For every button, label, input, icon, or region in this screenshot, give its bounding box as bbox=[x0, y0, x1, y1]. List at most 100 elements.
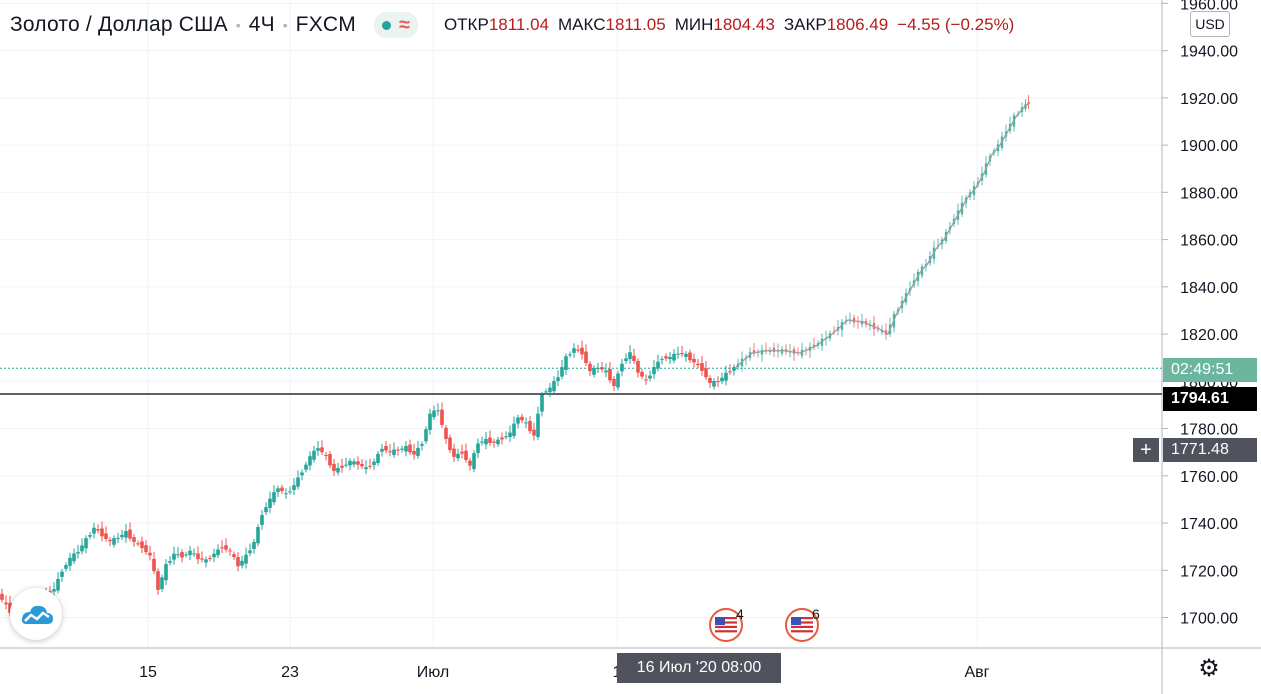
candle-body-down bbox=[228, 550, 232, 552]
candle-body-down bbox=[332, 463, 336, 472]
tradingview-logo[interactable] bbox=[10, 588, 62, 640]
candle-body-down bbox=[852, 317, 856, 323]
cloud-logo-icon bbox=[22, 605, 53, 624]
y-tick-label: 1740.00 bbox=[1180, 516, 1238, 533]
candle-body-down bbox=[772, 347, 776, 353]
candle-body-down bbox=[108, 539, 112, 542]
candle-body-up bbox=[160, 577, 164, 590]
candle-body-down bbox=[752, 350, 756, 354]
candle-body-up bbox=[164, 564, 168, 581]
candle-body-up bbox=[376, 453, 380, 464]
candle-body-up bbox=[508, 432, 512, 438]
candle-body-down bbox=[396, 449, 400, 451]
candle-body-up bbox=[316, 448, 320, 451]
candle-body-up bbox=[188, 550, 192, 556]
candle-body-up bbox=[52, 589, 56, 592]
candle-body-down bbox=[96, 529, 100, 531]
candle-body-down bbox=[320, 447, 324, 453]
candle-body-down bbox=[156, 571, 160, 590]
chart-header: Золото / Доллар США • 4Ч • FXCM ≈ ОТКР 1… bbox=[10, 8, 1160, 42]
candle-body-up bbox=[496, 439, 500, 445]
y-tick-label: 1860.00 bbox=[1180, 233, 1238, 250]
candle-body-down bbox=[576, 349, 580, 351]
candle-body-down bbox=[704, 368, 708, 378]
ohlc-high-label: МАКС bbox=[558, 15, 606, 34]
candle-body-up bbox=[116, 537, 120, 539]
candle-body-up bbox=[124, 531, 128, 538]
candle-body-down bbox=[600, 367, 604, 370]
separator-dot: • bbox=[282, 17, 288, 33]
candle-body-up bbox=[72, 553, 76, 562]
interval-label[interactable]: 4Ч bbox=[248, 13, 275, 36]
candle-body-up bbox=[120, 534, 124, 538]
candle-body-down bbox=[792, 348, 796, 354]
candle-body-up bbox=[424, 429, 428, 442]
symbol-name[interactable]: Золото bbox=[10, 13, 80, 36]
candle-body-up bbox=[420, 444, 424, 446]
candle-body-up bbox=[540, 394, 544, 412]
candle-body-up bbox=[544, 391, 548, 393]
candle-body-down bbox=[716, 381, 720, 383]
y-tick-label: 1820.00 bbox=[1180, 327, 1238, 344]
candle-body-down bbox=[440, 409, 444, 425]
candle-body-down bbox=[692, 358, 696, 363]
candle-body-down bbox=[136, 543, 140, 545]
candle-body-down bbox=[200, 558, 204, 560]
candle-body-up bbox=[76, 552, 80, 554]
candle-body-up bbox=[676, 353, 680, 355]
candle-body-up bbox=[732, 367, 736, 371]
candle-body-down bbox=[152, 558, 156, 572]
market-status-pill[interactable]: ≈ bbox=[373, 12, 418, 38]
candle-body-down bbox=[640, 371, 644, 377]
candle-body-up bbox=[312, 450, 316, 460]
candle-body-up bbox=[560, 367, 564, 377]
us-flag-icon bbox=[709, 608, 743, 642]
candle-body-down bbox=[488, 437, 492, 443]
candle-body-down bbox=[468, 460, 472, 466]
candle-body-up bbox=[604, 370, 608, 373]
candle-body-down bbox=[664, 356, 668, 359]
candle-body-down bbox=[632, 355, 636, 361]
candle-body-up bbox=[504, 436, 508, 438]
us-flag-icon bbox=[785, 608, 819, 642]
candle-body-down bbox=[464, 450, 468, 460]
x-tick-label: Июл bbox=[417, 664, 449, 681]
add-crosshair-icon[interactable]: + bbox=[1133, 438, 1159, 462]
candle-body-up bbox=[304, 464, 308, 470]
economic-event-icon[interactable] bbox=[785, 608, 819, 642]
candle-body-up bbox=[392, 449, 396, 455]
candle-body-up bbox=[624, 358, 628, 361]
candle-body-down bbox=[104, 533, 108, 540]
candle-body-down bbox=[148, 552, 152, 556]
candle-body-up bbox=[364, 467, 368, 470]
candle-body-up bbox=[416, 447, 420, 456]
candle-body-up bbox=[484, 438, 488, 445]
candle-body-up bbox=[300, 472, 304, 476]
candle-body-up bbox=[184, 554, 188, 556]
horizontal-level-tag[interactable]: 1794.61 bbox=[1163, 387, 1257, 411]
candle-body-up bbox=[672, 353, 676, 361]
gear-icon[interactable]: ⚙ bbox=[1198, 655, 1220, 682]
candle-body-up bbox=[84, 538, 88, 549]
candle-body-down bbox=[408, 444, 412, 453]
candle-body-down bbox=[444, 427, 448, 439]
ohlc-change-value: −4.55 (−0.25%) bbox=[897, 15, 1015, 34]
candle-body-up bbox=[268, 498, 272, 508]
candle-body-down bbox=[452, 448, 456, 457]
currency-button[interactable]: USD bbox=[1190, 11, 1230, 37]
candle-body-down bbox=[224, 545, 228, 550]
candle-body-up bbox=[260, 514, 264, 525]
candle-body-down bbox=[728, 371, 732, 373]
candle-body-down bbox=[500, 437, 504, 440]
economic-event-icon[interactable] bbox=[709, 608, 743, 642]
quote-currency[interactable]: Доллар США bbox=[97, 13, 228, 36]
candle-body-up bbox=[404, 446, 408, 452]
candle-body-down bbox=[4, 602, 8, 605]
countdown-price-tag: 02:49:51 bbox=[1163, 358, 1257, 382]
candle-body-up bbox=[80, 545, 84, 552]
candle-body-up bbox=[436, 410, 440, 412]
candle-body-up bbox=[240, 560, 244, 566]
candle-body-down bbox=[180, 552, 184, 558]
